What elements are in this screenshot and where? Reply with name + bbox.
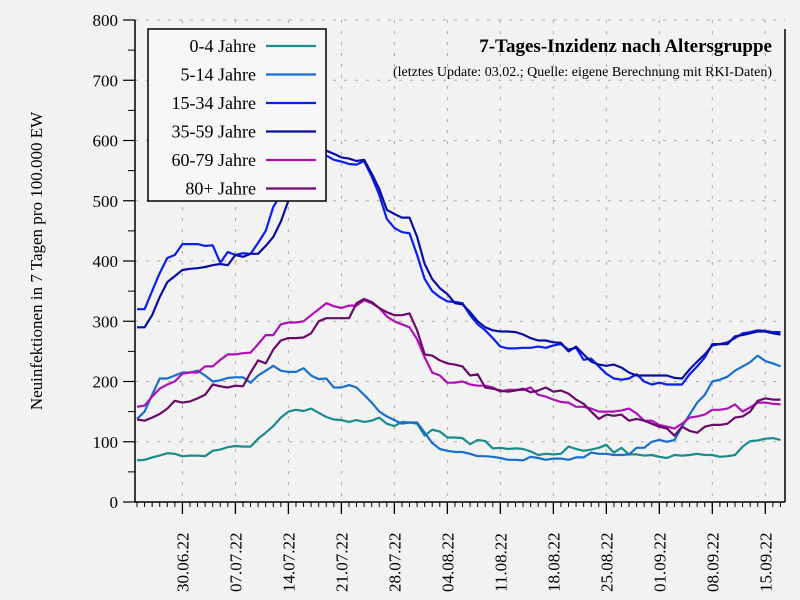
legend-label: 0-4 Jahre [190, 36, 256, 56]
grid [135, 19, 785, 502]
series-line-2 [136, 354, 781, 462]
y-tick-label: 200 [93, 373, 119, 392]
x-tick-label: 15.09.22 [756, 533, 775, 593]
series-line-5 [136, 299, 781, 430]
legend-label: 15-34 Jahre [172, 93, 256, 113]
legend-label: 80+ Jahre [185, 179, 256, 199]
x-tick-label: 28.07.22 [385, 533, 404, 593]
series-line-6 [136, 297, 781, 437]
y-tick-label: 100 [93, 433, 119, 452]
legend-label: 5-14 Jahre [181, 65, 256, 85]
chart-subtitle: (letztes Update: 03.02.; Quelle: eigene … [393, 65, 772, 80]
x-tick-label: 21.07.22 [332, 533, 351, 593]
x-tick-label: 30.06.22 [173, 533, 192, 593]
x-tick-label: 04.08.22 [438, 533, 457, 593]
y-axis-label: Neuinfektionen in 7 Tagen pro 100.000 EW [27, 111, 46, 410]
y-tick-label: 0 [110, 493, 119, 512]
chart-title: 7-Tages-Inzidenz nach Altersgruppe [479, 36, 772, 57]
series-layer [136, 149, 781, 462]
series-line-3 [137, 151, 781, 386]
series-line-4 [137, 149, 781, 380]
x-tick-label: 07.07.22 [226, 533, 245, 593]
x-tick-label: 14.07.22 [279, 533, 298, 593]
legend-label: 35-59 Jahre [172, 122, 256, 142]
y-tick-label: 700 [93, 71, 119, 90]
series-line-1 [136, 407, 781, 462]
x-tick-label: 18.08.22 [544, 533, 563, 593]
legend: 0-4 Jahre 5-14 Jahre 15-34 Jahre 35-59 Jahr… [147, 28, 327, 202]
x-tick-label: 25.08.22 [597, 533, 616, 593]
y-tick-label: 800 [93, 11, 119, 30]
y-tick-label: 600 [93, 132, 119, 151]
y-tick-label: 500 [93, 192, 119, 211]
x-tick-label: 01.09.22 [650, 533, 669, 593]
legend-label: 60-79 Jahre [172, 150, 256, 170]
title-group: 7-Tages-Inzidenz nach Altersgruppe (letz… [393, 36, 772, 80]
y-tick-label: 300 [93, 312, 119, 331]
y-tick-label: 400 [93, 252, 119, 271]
x-tick-label: 08.09.22 [703, 533, 722, 593]
legend-box [147, 28, 327, 202]
x-tick-label: 11.08.22 [491, 533, 510, 592]
axes: 0 100 200 300 400 500 600 700 800 30.06.22 07.07.2… [93, 11, 786, 592]
